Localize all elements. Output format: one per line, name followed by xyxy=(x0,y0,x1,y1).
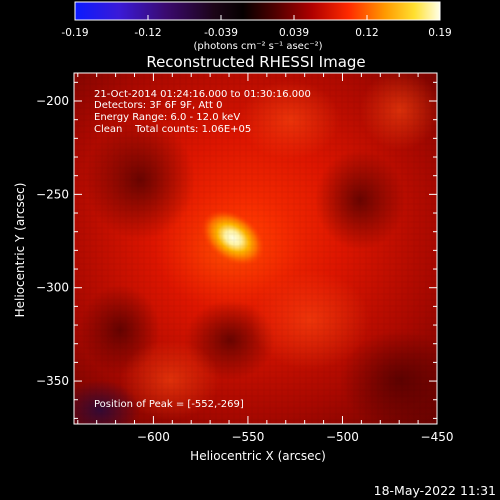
detectors: Detectors: 3F 6F 9F, Att 0 xyxy=(94,100,222,111)
y-tick-label: −300 xyxy=(36,281,69,295)
peak-position: Position of Peak = [-552,-269] xyxy=(94,399,244,410)
x-tick-label: −450 xyxy=(421,430,454,444)
clean-total-counts: Clean Total counts: 1.06E+05 xyxy=(94,124,251,135)
plot-frame xyxy=(73,72,438,425)
observation-info: 21-Oct-2014 01:24:16.000 to 01:30:16.000… xyxy=(94,89,311,135)
footer-date: 18-May-2022 11:31 xyxy=(374,483,496,498)
colorbar: -0.19 -0.12 -0.039 0.039 0.12 0.19 (phot… xyxy=(61,1,452,52)
colorbar-tick-label: -0.039 xyxy=(204,27,238,39)
colorbar-tick-label: 0.12 xyxy=(355,27,378,39)
colorbar-gradient xyxy=(75,2,440,20)
y-tick-label: −250 xyxy=(36,187,69,201)
colorbar-frame xyxy=(74,1,441,21)
time-range: 21-Oct-2014 01:24:16.000 to 01:30:16.000 xyxy=(94,89,311,100)
colorbar-tick-label: -0.12 xyxy=(134,27,161,39)
axis-ticks xyxy=(74,73,438,424)
colorbar-ticks xyxy=(147,15,368,20)
colorbar-tick-label: 0.19 xyxy=(428,27,451,39)
x-tick-label: −500 xyxy=(326,430,359,444)
heatmap-image xyxy=(74,73,437,424)
y-tick-label: −200 xyxy=(36,94,69,108)
chart-title: Reconstructed RHESSI Image xyxy=(146,53,365,71)
y-axis-tick-labels: −200 −250 −300 −350 xyxy=(36,94,69,388)
y-tick-label: −350 xyxy=(36,374,69,388)
energy-range: Energy Range: 6.0 - 12.0 keV xyxy=(94,112,240,123)
colorbar-unit-label: (photons cm⁻² s⁻¹ asec⁻²) xyxy=(193,41,322,52)
y-axis-label: Heliocentric Y (arcsec) xyxy=(13,183,27,318)
colorbar-tick-label: 0.039 xyxy=(279,27,309,39)
x-tick-label: −600 xyxy=(137,430,170,444)
x-axis-tick-labels: −600 −550 −500 −450 xyxy=(137,430,454,444)
x-axis-label: Heliocentric X (arcsec) xyxy=(190,449,326,463)
colorbar-tick-label: -0.19 xyxy=(61,27,88,39)
x-tick-label: −550 xyxy=(231,430,264,444)
